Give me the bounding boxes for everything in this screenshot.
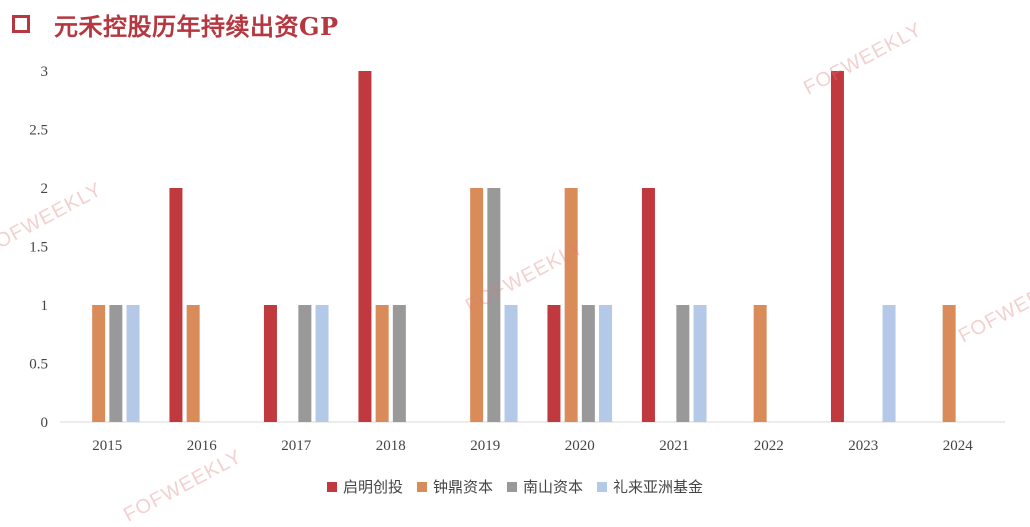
y-tick-label: 2: [41, 181, 49, 197]
bar-启明创投-2016: [169, 188, 183, 422]
chart-title: 元禾控股历年持续出资GP: [54, 11, 339, 41]
title-row: 元禾控股历年持续出资GP: [12, 6, 339, 42]
x-tick-label: 2019: [470, 438, 500, 454]
bar-礼来亚洲基金-2017: [315, 305, 329, 422]
x-tick-label: 2021: [659, 438, 689, 454]
y-tick-label: 2.5: [29, 123, 48, 139]
x-tick-label: 2016: [187, 438, 218, 454]
x-tick-label: 2018: [376, 438, 406, 454]
bar-礼来亚洲基金-2023: [882, 305, 896, 422]
x-tick-label: 2022: [754, 438, 784, 454]
y-tick-label: 1.5: [29, 240, 48, 256]
bar-南山资本-2020: [581, 305, 595, 422]
bar-chart: 0 0.5 1 1.5 2 2.5 3 2015 2016 2017 2018 2019 2020 202…: [29, 64, 1005, 454]
legend-label: 南山资本: [523, 478, 584, 496]
bar-启明创投-2017: [263, 305, 277, 422]
bar-钟鼎资本-2022: [753, 305, 767, 422]
legend-label: 钟鼎资本: [432, 478, 493, 496]
bar-礼来亚洲基金-2020: [599, 305, 613, 422]
y-tick-label: 0: [41, 415, 49, 431]
x-tick-label: 2023: [848, 438, 878, 454]
bar-南山资本-2015: [109, 305, 123, 422]
legend-swatch: [597, 481, 608, 492]
bar-南山资本-2019: [487, 188, 501, 422]
x-tick-label: 2020: [565, 438, 595, 454]
bar-钟鼎资本-2024: [942, 305, 956, 422]
bar-钟鼎资本-2018: [375, 305, 389, 422]
bar-钟鼎资本-2015: [92, 305, 106, 422]
bar-启明创投-2023: [830, 71, 844, 422]
bar-钟鼎资本-2019: [470, 188, 484, 422]
y-tick-label: 0.5: [29, 357, 48, 373]
bar-礼来亚洲基金-2015: [126, 305, 140, 422]
legend-swatch: [507, 481, 517, 492]
legend-item: 钟鼎资本: [416, 476, 493, 497]
legend-item: 礼来亚洲基金: [597, 476, 703, 497]
bar-启明创投-2020: [547, 305, 561, 422]
legend-swatch: [326, 481, 337, 492]
bar-礼来亚洲基金-2019: [504, 305, 518, 422]
x-tick-label: 2015: [92, 438, 122, 454]
bar-礼来亚洲基金-2021: [693, 305, 707, 422]
legend-label: 礼来亚洲基金: [613, 478, 704, 496]
legend-item: 南山资本: [507, 476, 583, 497]
legend-item: 启明创投: [326, 476, 403, 497]
bar-南山资本-2021: [676, 305, 690, 422]
square-bullet-icon: [12, 15, 30, 33]
y-tick-label: 1: [41, 298, 49, 314]
legend: 启明创投 钟鼎资本 南山资本 礼来亚洲基金: [0, 476, 1030, 497]
y-tick-label: 3: [41, 64, 49, 80]
x-tick-label: 2017: [281, 438, 312, 454]
legend-swatch: [416, 481, 427, 492]
x-tick-label: 2024: [943, 438, 974, 454]
bar-启明创投-2021: [641, 188, 655, 422]
bar-钟鼎资本-2016: [186, 305, 200, 422]
bar-南山资本-2017: [298, 305, 312, 422]
legend-label: 启明创投: [342, 478, 403, 496]
bar-启明创投-2018: [358, 71, 372, 422]
bar-南山资本-2018: [392, 305, 406, 422]
bar-钟鼎资本-2020: [564, 188, 578, 422]
